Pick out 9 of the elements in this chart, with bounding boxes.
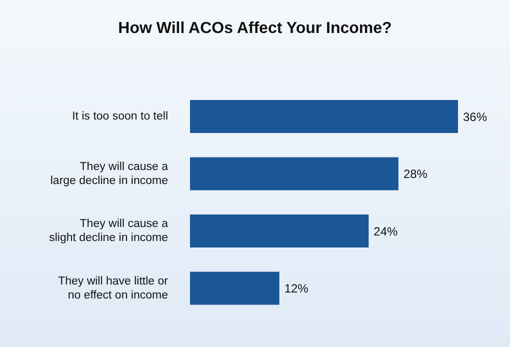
- data-label: 24%: [374, 224, 398, 238]
- data-label: 12%: [284, 282, 309, 296]
- y-tick-label: They will cause a slight decline in income: [49, 218, 169, 244]
- y-tick-label: It is too soon to tell: [72, 110, 168, 123]
- chart-title: How Will ACOs Affect Your Income?: [117, 20, 393, 38]
- data-label: 28%: [403, 167, 428, 182]
- data-label: 36%: [463, 110, 488, 124]
- y-tick-label: They will have little or no effect on income: [58, 275, 168, 302]
- y-tick-label: They will cause a large decline in income: [50, 160, 169, 187]
